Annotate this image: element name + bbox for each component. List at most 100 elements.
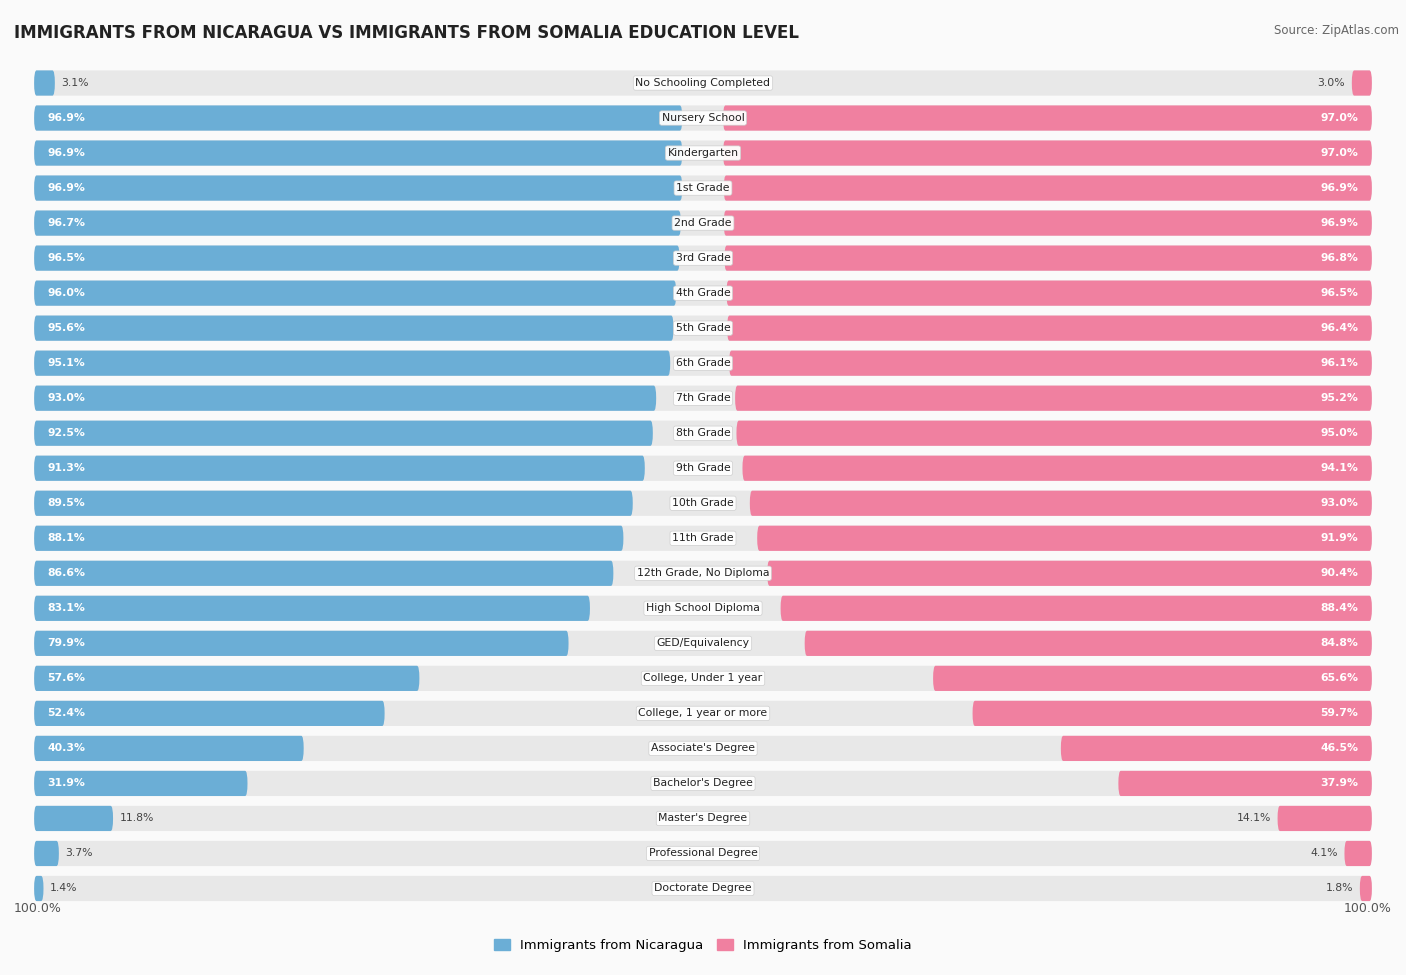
Text: 1st Grade: 1st Grade [676,183,730,193]
Text: College, Under 1 year: College, Under 1 year [644,674,762,683]
Text: 3rd Grade: 3rd Grade [675,254,731,263]
Text: 83.1%: 83.1% [48,604,86,613]
FancyBboxPatch shape [34,666,419,691]
FancyBboxPatch shape [727,316,1372,341]
Text: 94.1%: 94.1% [1320,463,1358,473]
Text: 14.1%: 14.1% [1236,813,1271,824]
FancyBboxPatch shape [34,736,1372,761]
Text: 1.8%: 1.8% [1326,883,1353,893]
FancyBboxPatch shape [758,526,1372,551]
FancyBboxPatch shape [34,281,1372,306]
FancyBboxPatch shape [34,736,304,761]
Text: 57.6%: 57.6% [48,674,86,683]
FancyBboxPatch shape [34,246,1372,271]
FancyBboxPatch shape [34,455,1372,481]
Text: 95.2%: 95.2% [1320,393,1358,404]
FancyBboxPatch shape [34,70,1372,96]
FancyBboxPatch shape [34,771,1372,796]
Text: 90.4%: 90.4% [1320,568,1358,578]
Text: 88.4%: 88.4% [1320,604,1358,613]
Text: 3.0%: 3.0% [1317,78,1346,88]
Text: 88.1%: 88.1% [48,533,86,543]
Text: 96.9%: 96.9% [48,113,86,123]
Text: 31.9%: 31.9% [48,778,86,789]
Text: 6th Grade: 6th Grade [676,358,730,369]
FancyBboxPatch shape [34,701,385,726]
Legend: Immigrants from Nicaragua, Immigrants from Somalia: Immigrants from Nicaragua, Immigrants fr… [489,933,917,957]
FancyBboxPatch shape [724,211,1372,236]
FancyBboxPatch shape [973,701,1372,726]
FancyBboxPatch shape [34,631,568,656]
Text: 59.7%: 59.7% [1320,709,1358,719]
FancyBboxPatch shape [34,176,682,201]
Text: Associate's Degree: Associate's Degree [651,743,755,754]
Text: 100.0%: 100.0% [1344,902,1392,915]
FancyBboxPatch shape [34,140,682,166]
Text: Kindergarten: Kindergarten [668,148,738,158]
Text: 11th Grade: 11th Grade [672,533,734,543]
FancyBboxPatch shape [34,176,1372,201]
FancyBboxPatch shape [34,840,59,866]
Text: 96.9%: 96.9% [1320,218,1358,228]
Text: 100.0%: 100.0% [14,902,62,915]
FancyBboxPatch shape [34,840,1372,866]
FancyBboxPatch shape [34,805,112,831]
Text: Master's Degree: Master's Degree [658,813,748,824]
FancyBboxPatch shape [34,316,673,341]
FancyBboxPatch shape [724,246,1372,271]
FancyBboxPatch shape [723,140,1372,166]
FancyBboxPatch shape [34,771,247,796]
Text: Bachelor's Degree: Bachelor's Degree [652,778,754,789]
FancyBboxPatch shape [727,281,1372,306]
Text: 65.6%: 65.6% [1320,674,1358,683]
FancyBboxPatch shape [723,105,1372,131]
FancyBboxPatch shape [1062,736,1372,761]
Text: Professional Degree: Professional Degree [648,848,758,858]
Text: Nursery School: Nursery School [662,113,744,123]
FancyBboxPatch shape [34,490,633,516]
FancyBboxPatch shape [34,561,1372,586]
Text: High School Diploma: High School Diploma [647,604,759,613]
FancyBboxPatch shape [34,246,679,271]
FancyBboxPatch shape [34,596,591,621]
Text: 2nd Grade: 2nd Grade [675,218,731,228]
Text: 96.8%: 96.8% [1320,254,1358,263]
Text: 8th Grade: 8th Grade [676,428,730,438]
FancyBboxPatch shape [768,561,1372,586]
Text: 11.8%: 11.8% [120,813,155,824]
Text: 96.5%: 96.5% [48,254,86,263]
Text: 96.1%: 96.1% [1320,358,1358,369]
FancyBboxPatch shape [34,631,1372,656]
Text: 95.1%: 95.1% [48,358,86,369]
FancyBboxPatch shape [34,140,1372,166]
FancyBboxPatch shape [34,420,1372,446]
Text: Source: ZipAtlas.com: Source: ZipAtlas.com [1274,24,1399,37]
Text: 84.8%: 84.8% [1320,639,1358,648]
FancyBboxPatch shape [1278,805,1372,831]
Text: No Schooling Completed: No Schooling Completed [636,78,770,88]
FancyBboxPatch shape [34,351,1372,375]
FancyBboxPatch shape [724,176,1372,201]
FancyBboxPatch shape [730,351,1372,375]
Text: 96.9%: 96.9% [1320,183,1358,193]
FancyBboxPatch shape [34,385,1372,410]
Text: 46.5%: 46.5% [1320,743,1358,754]
Text: 37.9%: 37.9% [1320,778,1358,789]
FancyBboxPatch shape [804,631,1372,656]
Text: 7th Grade: 7th Grade [676,393,730,404]
Text: 97.0%: 97.0% [1320,148,1358,158]
FancyBboxPatch shape [737,420,1372,446]
Text: 95.0%: 95.0% [1320,428,1358,438]
Text: 96.9%: 96.9% [48,183,86,193]
FancyBboxPatch shape [735,385,1372,410]
FancyBboxPatch shape [1344,840,1372,866]
Text: 79.9%: 79.9% [48,639,86,648]
Text: 93.0%: 93.0% [1320,498,1358,508]
Text: 52.4%: 52.4% [48,709,86,719]
FancyBboxPatch shape [1360,876,1372,901]
FancyBboxPatch shape [34,805,1372,831]
Text: 95.6%: 95.6% [48,323,86,333]
Text: College, 1 year or more: College, 1 year or more [638,709,768,719]
FancyBboxPatch shape [34,281,676,306]
Text: 96.4%: 96.4% [1320,323,1358,333]
